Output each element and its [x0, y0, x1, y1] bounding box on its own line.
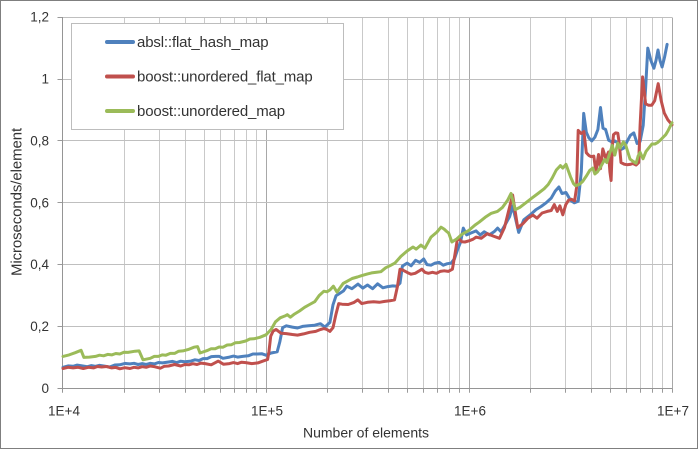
svg-text:0,4: 0,4	[30, 257, 49, 272]
svg-text:1E+6: 1E+6	[454, 404, 486, 419]
svg-text:boost::unordered_flat_map: boost::unordered_flat_map	[137, 69, 313, 86]
svg-text:0,6: 0,6	[30, 195, 49, 210]
svg-text:0: 0	[41, 381, 49, 396]
svg-text:boost::unordered_map: boost::unordered_map	[137, 103, 285, 120]
svg-text:1E+4: 1E+4	[48, 404, 80, 419]
svg-text:1: 1	[41, 72, 49, 87]
svg-text:absl::flat_hash_map: absl::flat_hash_map	[137, 34, 268, 51]
svg-text:1E+5: 1E+5	[251, 404, 283, 419]
svg-text:Number of elements: Number of elements	[303, 425, 429, 441]
svg-text:0,2: 0,2	[30, 319, 49, 334]
svg-text:Microseconds/element: Microseconds/element	[9, 127, 26, 276]
svg-text:1,2: 1,2	[30, 10, 49, 25]
svg-text:1E+7: 1E+7	[657, 404, 689, 419]
svg-text:0,8: 0,8	[30, 133, 49, 148]
